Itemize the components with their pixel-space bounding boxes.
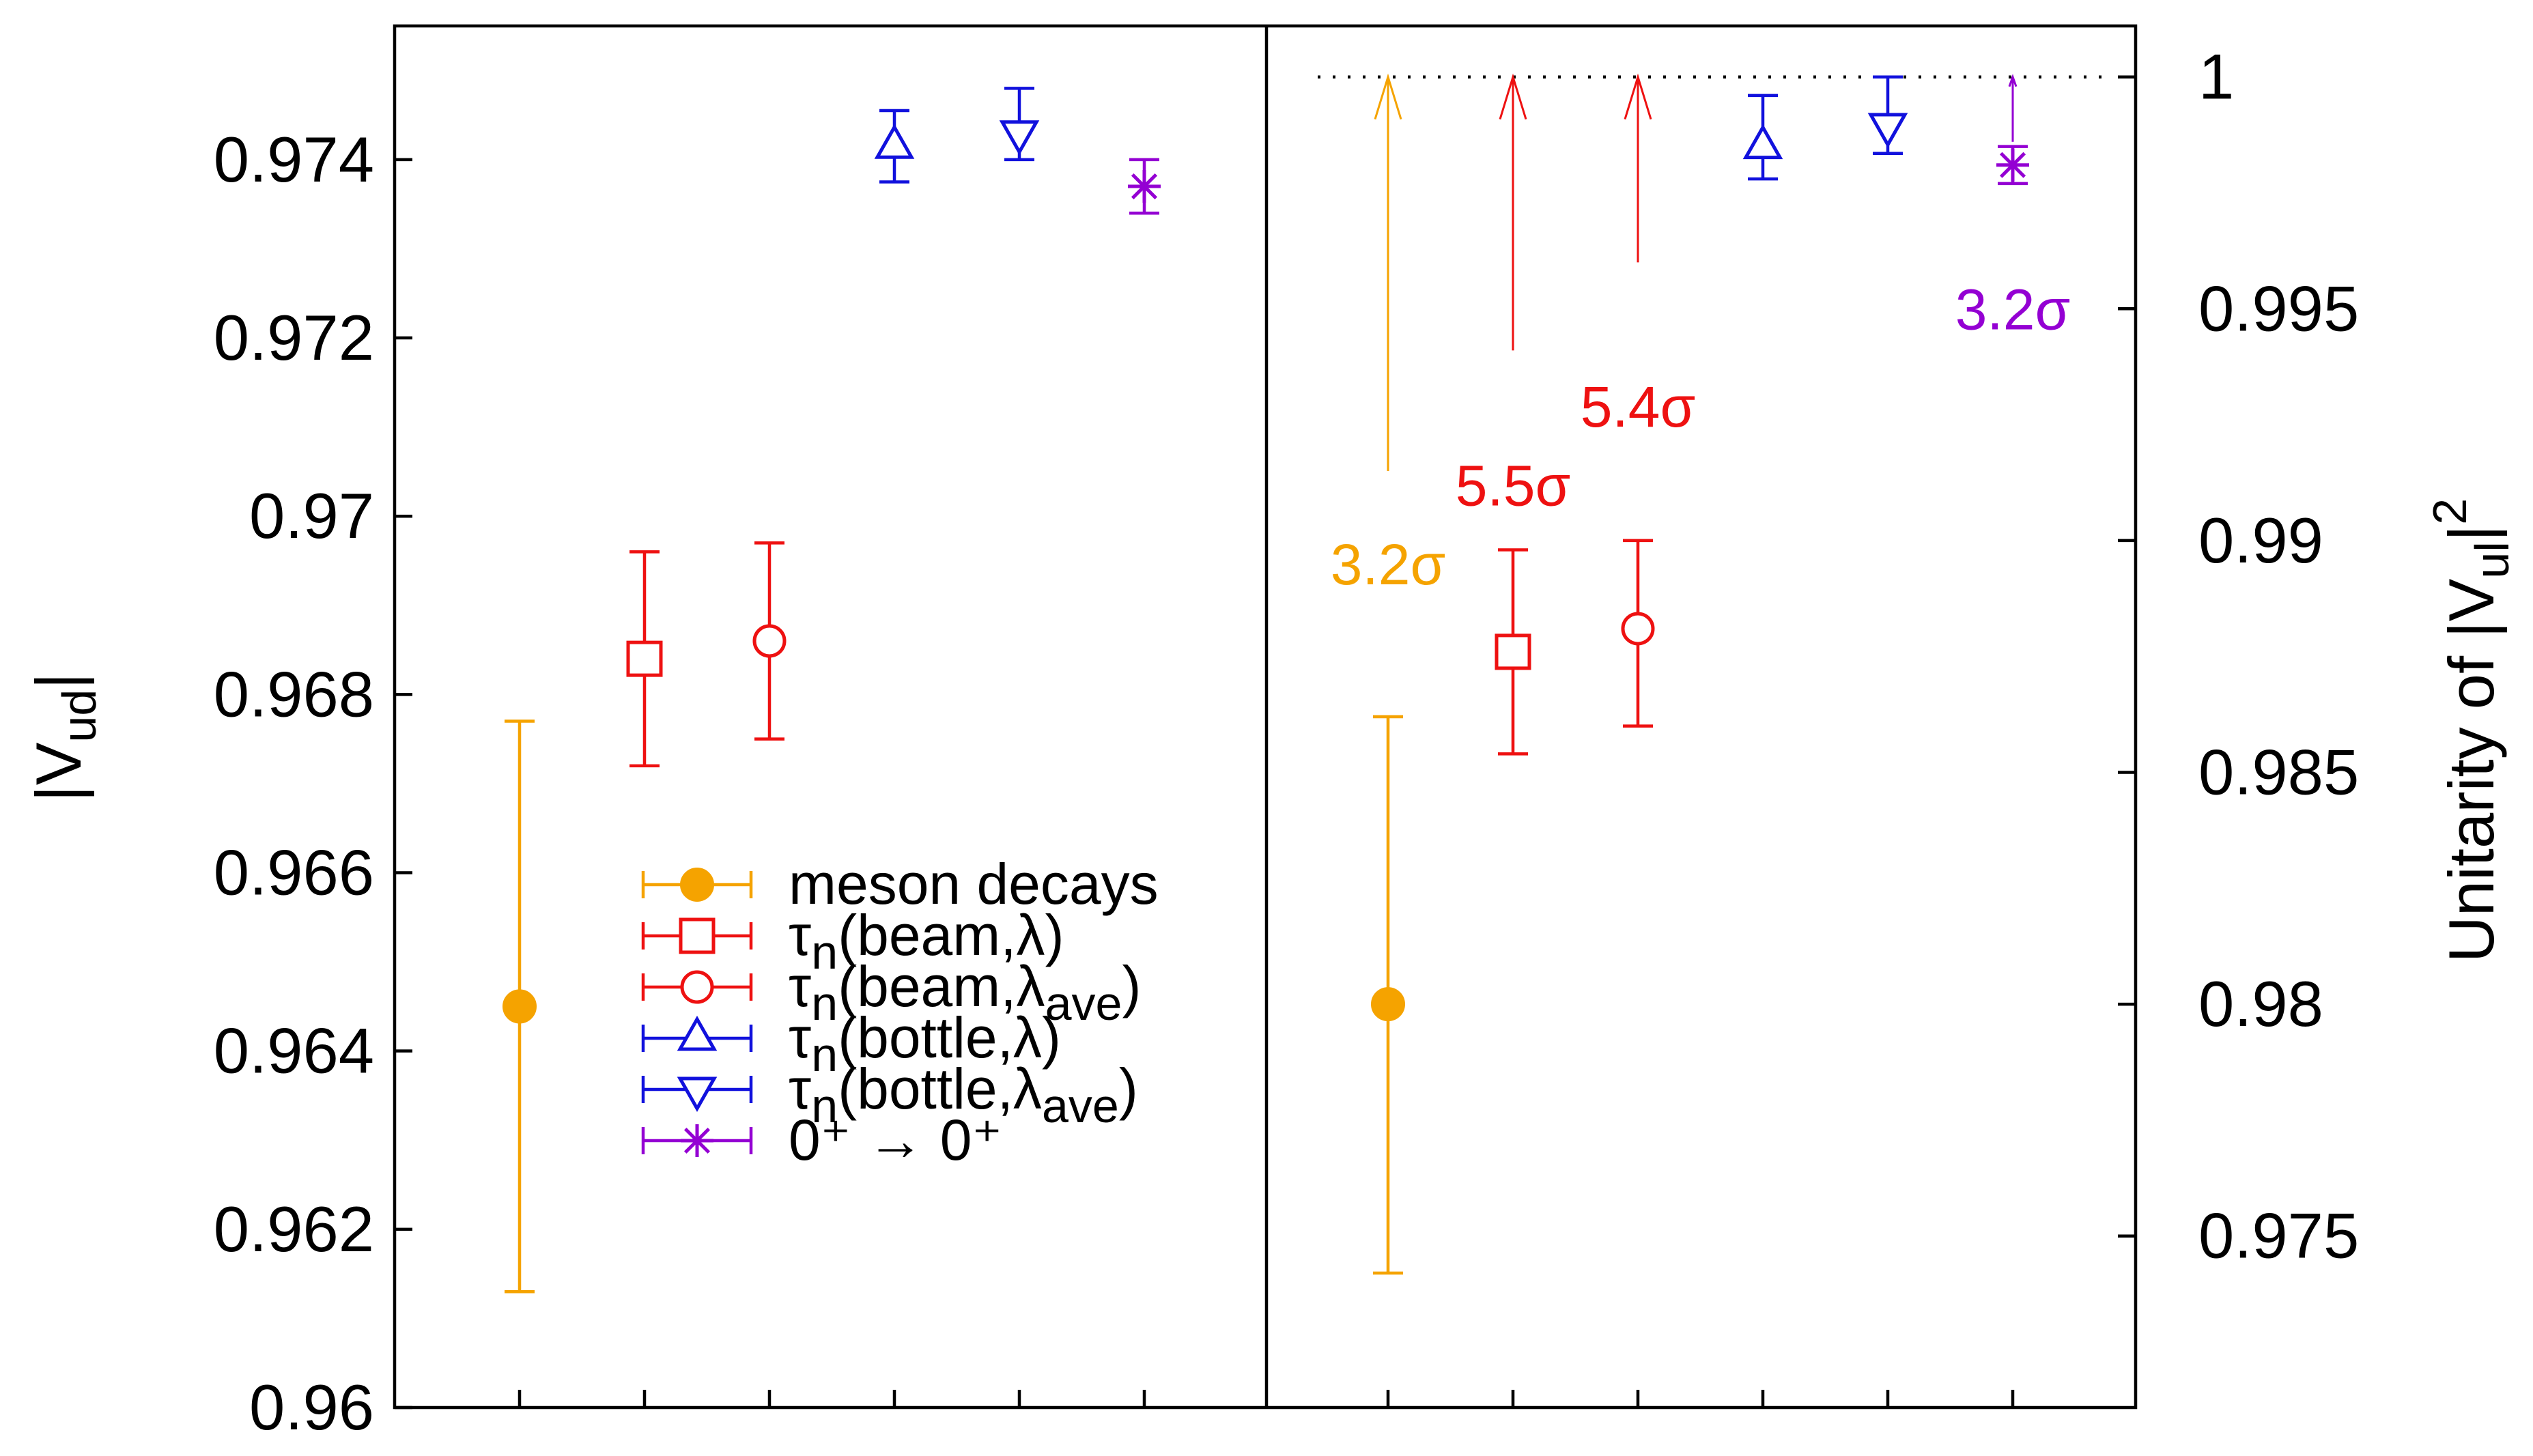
left-point-bottle_lambda [874,124,915,159]
right-point-meson [1371,987,1405,1022]
left-ytick-label: 0.962 [214,1193,374,1265]
legend-label: meson decays [789,852,1159,916]
right-point-beam_lambda [1495,633,1531,670]
left-y-axis-title: |Vud| [23,672,106,801]
legend-entry-meson: meson decays [641,852,1159,916]
left-point-bottle_lambda_ave [999,120,1040,156]
left-ytick-label: 0.972 [214,302,374,373]
legend-entry-bottle_lambda_ave: τn(bottle,λave) [641,1057,1138,1132]
legend-label: 0⁺ → 0⁺ [789,1108,1002,1172]
legend-entry-bottle_lambda: τn(bottle,λ) [641,1005,1061,1081]
left-panel: 0.96 0.962 0.964 0.966 0.968 0.97 0.972 0.974 [214,87,1161,1443]
right-ytick-label: 0.98 [2198,968,2323,1040]
legend-marker-beam_lambda [679,917,716,954]
right-ytick-label: 1 [2198,41,2234,113]
legend-entry-superallowed: 0⁺ → 0⁺ [641,1108,1002,1172]
sigma-label-beam_lambda_ave: 5.4σ [1581,375,1696,439]
legend-label: τn(bottle,λave) [789,1057,1138,1132]
right-point-bottle_lambda_ave [1867,113,1908,149]
sigma-label-superallowed: 3.2σ [1955,277,2071,341]
left-ytick-label: 0.968 [214,658,374,730]
legend: meson decaysτn(beam,λ)τn(beam,λave)τn(bo… [641,852,1159,1172]
left-ytick-label: 0.964 [214,1015,374,1087]
right-point-superallowed [1996,148,2029,182]
right-ytick-label: 0.99 [2198,504,2323,576]
axis-titles: |Vud| Unitarity of |Vul|2 [23,498,2519,962]
legend-marker-superallowed [681,1124,713,1157]
legend-entry-beam_lambda_ave: τn(beam,λave) [641,954,1141,1030]
left-ytick-label: 0.966 [214,837,374,909]
legend-marker-meson [680,868,714,902]
arrow-meson [1374,73,1402,472]
legend-label: τn(beam,λ) [789,903,1064,979]
left-point-meson [503,989,537,1024]
right-ytick-label: 0.975 [2198,1200,2359,1272]
sigma-label-beam_lambda: 5.5σ [1456,453,1571,517]
sigma-label-meson: 3.2σ [1331,532,1446,597]
legend-label: τn(beam,λave) [789,954,1141,1030]
plot-frame [393,24,2138,1410]
left-ytick-label: 0.96 [249,1371,374,1443]
left-ytick-label: 0.97 [249,480,374,552]
legend-marker-bottle_lambda [677,1015,718,1051]
right-y-axis-title: Unitarity of |Vul|2 [2423,498,2519,962]
left-point-beam_lambda [626,640,663,677]
left-point-beam_lambda_ave [752,624,787,658]
arrow-superallowed [2008,74,2018,142]
arrow-beam_lambda [1499,73,1527,351]
left-ytick-label: 0.974 [214,124,374,195]
legend-marker-bottle_lambda_ave [677,1076,718,1113]
right-point-bottle_lambda [1742,124,1783,160]
legend-marker-beam_lambda_ave [680,970,714,1004]
legend-label: τn(bottle,λ) [789,1005,1061,1081]
right-ytick-label: 0.985 [2198,737,2359,808]
left-point-superallowed [1128,170,1161,203]
right-ytick-label: 0.995 [2198,272,2359,344]
legend-entry-beam_lambda: τn(beam,λ) [641,903,1064,979]
arrow-beam_lambda_ave [1624,73,1652,263]
right-point-beam_lambda_ave [1621,612,1655,646]
